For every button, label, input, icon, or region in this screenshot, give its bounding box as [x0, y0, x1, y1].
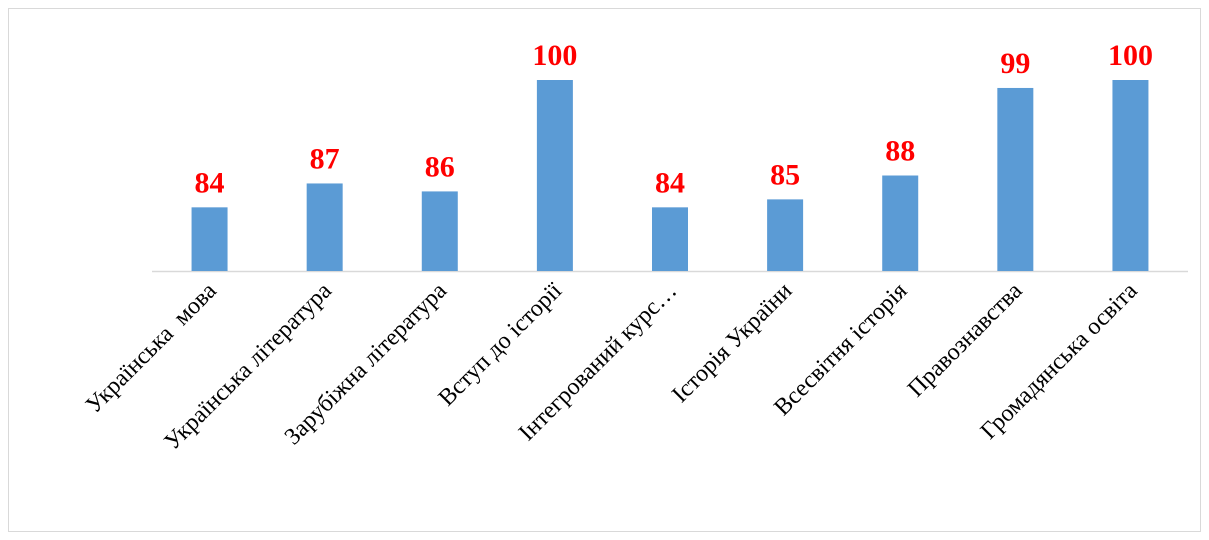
- data-label: 99: [1000, 47, 1030, 80]
- bar: [191, 207, 228, 271]
- data-label: 100: [1108, 39, 1153, 72]
- bar: [767, 199, 804, 271]
- data-label: 87: [310, 142, 340, 175]
- data-label: 84: [195, 166, 225, 199]
- bar: [306, 183, 343, 271]
- data-label: 86: [425, 150, 455, 183]
- bar: [882, 175, 919, 271]
- bar: [536, 80, 573, 271]
- data-label: 88: [885, 135, 915, 168]
- data-label: 100: [532, 39, 577, 72]
- bar: [997, 87, 1034, 271]
- data-label: 84: [655, 166, 685, 199]
- data-label: 85: [770, 158, 800, 191]
- bar: [652, 207, 688, 271]
- bar: [1112, 80, 1149, 271]
- bar: [421, 191, 458, 271]
